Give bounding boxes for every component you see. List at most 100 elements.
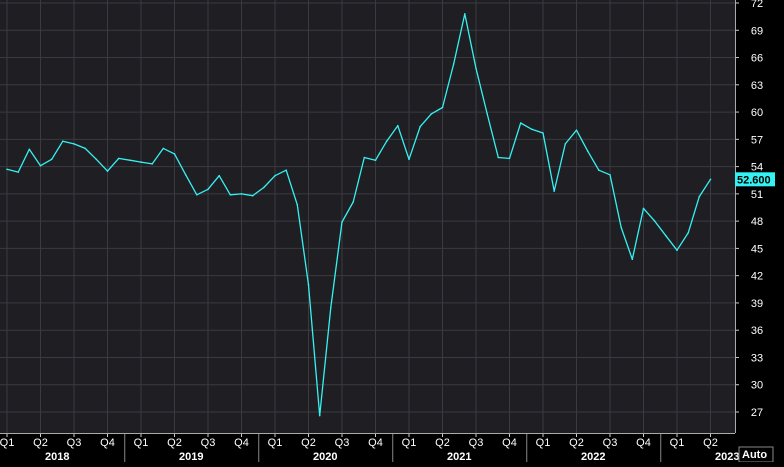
x-quarter-label: Q3 — [67, 437, 82, 449]
last-value-tag-background — [735, 172, 775, 187]
data-point — [50, 158, 53, 161]
last-value-tag: 52.600 — [735, 172, 775, 187]
data-point — [709, 178, 712, 181]
data-point — [307, 284, 310, 286]
data-point — [17, 171, 20, 173]
data-point — [642, 207, 645, 210]
data-point — [151, 163, 153, 165]
x-quarter-label: Q4 — [100, 437, 115, 449]
x-year-label: 2022 — [581, 451, 605, 462]
data-point — [363, 156, 366, 159]
y-tick-label: 72 — [751, 0, 763, 10]
x-quarter-label: Q1 — [0, 437, 14, 449]
data-point — [452, 63, 455, 65]
x-year-label: 2021 — [447, 451, 471, 462]
data-point — [665, 234, 667, 237]
y-tick-label: 27 — [751, 407, 763, 419]
y-tick-label: 54 — [751, 162, 763, 174]
y-tick-label: 63 — [751, 80, 763, 92]
x-quarter-label: Q2 — [33, 437, 48, 449]
x-year-label: 2020 — [313, 451, 337, 462]
data-point — [73, 143, 75, 145]
data-point — [129, 159, 131, 161]
y-tick-label: 69 — [751, 25, 763, 37]
data-point — [497, 156, 500, 159]
y-tick-label: 36 — [751, 325, 763, 337]
y-tick-label: 60 — [751, 107, 763, 119]
grid-lines — [0, 0, 735, 433]
x-year-label: 2019 — [179, 451, 203, 462]
data-point — [274, 174, 276, 177]
data-point — [251, 194, 254, 197]
data-point — [341, 221, 343, 223]
data-point — [408, 158, 410, 161]
x-quarter-label: Q4 — [502, 437, 517, 449]
data-point — [263, 186, 265, 189]
data-point — [229, 194, 232, 196]
data-point — [486, 113, 489, 115]
data-point — [508, 157, 511, 160]
data-point — [687, 232, 689, 234]
data-point — [218, 174, 220, 177]
x-quarter-label: Q1 — [402, 437, 417, 449]
data-point — [106, 170, 109, 172]
y-tick-label: 42 — [751, 271, 763, 283]
x-quarter-label: Q2 — [435, 437, 450, 449]
x-quarter-label: Q2 — [301, 437, 316, 449]
x-quarter-label: Q3 — [335, 437, 350, 449]
x-quarter-label: Q4 — [368, 437, 383, 449]
data-point — [586, 150, 589, 152]
y-tick-label: 33 — [751, 352, 763, 364]
x-quarter-label: Q1 — [134, 437, 149, 449]
auto-button-label[interactable]: Auto — [742, 449, 767, 461]
x-quarter-label: Q3 — [469, 437, 484, 449]
auto-scale-button[interactable]: Auto — [738, 446, 774, 463]
data-point — [117, 157, 120, 160]
data-point — [531, 128, 533, 131]
data-point — [352, 201, 355, 203]
x-year-label: 2023 — [715, 451, 739, 462]
series-layer — [6, 13, 712, 417]
last-value-label: 52.600 — [737, 174, 771, 186]
data-point — [676, 249, 678, 251]
data-point — [609, 174, 611, 176]
y-tick-label: 30 — [751, 380, 763, 392]
x-quarter-label: Q2 — [703, 437, 718, 449]
x-quarter-label: Q2 — [167, 437, 182, 449]
data-point — [207, 188, 209, 191]
data-point — [39, 164, 42, 167]
x-quarter-label: Q3 — [201, 437, 216, 449]
data-point — [542, 132, 544, 134]
data-point — [28, 148, 31, 151]
x-quarter-label: Q1 — [670, 437, 685, 449]
data-point — [374, 159, 377, 161]
data-point — [553, 190, 555, 192]
x-quarter-label: Q1 — [268, 437, 283, 449]
x-quarter-label: Q1 — [536, 437, 551, 449]
data-point — [620, 226, 622, 229]
data-point — [285, 169, 288, 171]
data-point — [95, 158, 98, 161]
y-tick-label: 57 — [751, 134, 763, 146]
data-point — [140, 161, 142, 163]
data-point — [173, 153, 176, 155]
data-point — [6, 168, 8, 171]
data-point — [318, 414, 321, 417]
x-quarter-label: Q4 — [234, 437, 249, 449]
data-point — [464, 13, 466, 15]
data-point — [62, 140, 64, 142]
data-point — [240, 193, 243, 195]
plot-area — [0, 0, 735, 433]
data-point — [84, 147, 86, 150]
data-point — [598, 169, 600, 171]
x-quarter-label: Q2 — [569, 437, 584, 449]
data-point — [385, 140, 388, 142]
y-tick-label: 51 — [751, 189, 763, 201]
y-axis: 27 30 33 36 39 42 45 48 51 54 57 60 63 66 69 72 — [735, 0, 763, 433]
data-point — [430, 113, 433, 115]
data-point — [698, 195, 701, 198]
data-point — [564, 143, 567, 145]
y-tick-label: 48 — [751, 216, 763, 228]
